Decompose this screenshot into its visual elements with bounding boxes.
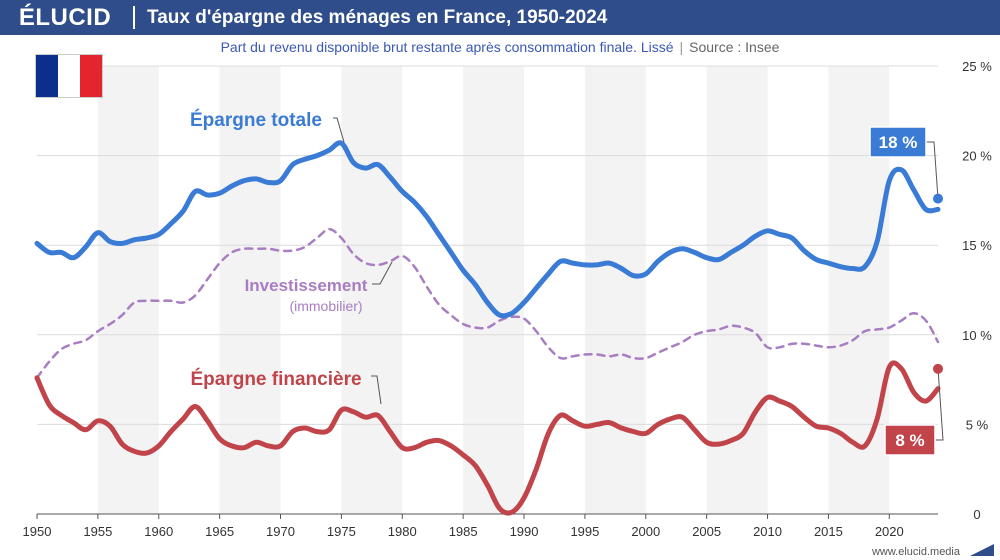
- flag-white-band: [58, 55, 80, 97]
- x-tick-label: 1970: [266, 524, 295, 539]
- series-end-point-totale: [933, 193, 943, 204]
- header-bar: ÉLUCID Taux d'épargne des ménages en Fra…: [0, 0, 1000, 35]
- x-tick-label: 2010: [753, 524, 782, 539]
- y-tick-label: 10 %: [962, 328, 992, 343]
- series-label-invest: Investissement: [245, 276, 368, 295]
- subtitle-separator: |: [679, 39, 684, 55]
- end-label-leader: [926, 141, 939, 199]
- subtitle-text: Part du revenu disponible brut restante …: [220, 39, 674, 55]
- background-band: [97, 66, 159, 514]
- x-tick-label: 1995: [570, 524, 599, 539]
- x-tick-label: 1965: [205, 524, 234, 539]
- x-tick-label: 1955: [83, 524, 112, 539]
- x-tick-label: 2020: [875, 524, 904, 539]
- x-tick-label: 1960: [144, 524, 173, 539]
- flag-blue-band: [36, 55, 58, 97]
- x-tick-label: 1985: [449, 524, 478, 539]
- x-tick-label: 1980: [388, 524, 417, 539]
- background-band: [341, 66, 403, 514]
- end-value-label-totale: 18 %: [879, 133, 918, 152]
- source-text: Source : Insee: [689, 39, 780, 55]
- footer-logo-icon: [970, 544, 994, 556]
- background-band: [706, 66, 768, 514]
- end-label-leader: [935, 368, 944, 441]
- series-end-point-fin: [933, 363, 943, 374]
- series-line-totale: [34, 140, 941, 319]
- chart-subtitle: Part du revenu disponible brut restante …: [0, 39, 1000, 55]
- france-flag-icon: [36, 55, 102, 97]
- series-label-leader: [372, 261, 393, 285]
- y-tick-label: 0: [973, 507, 980, 522]
- background-band: [219, 66, 281, 514]
- end-label-box-totale: [869, 126, 927, 158]
- x-tick-label: 1950: [23, 524, 52, 539]
- background-band: [584, 66, 646, 514]
- x-tick-label: 2005: [692, 524, 721, 539]
- y-tick-label: 5 %: [966, 417, 989, 432]
- background-band: [463, 66, 525, 514]
- x-tick-label: 1975: [327, 524, 356, 539]
- footer-url[interactable]: www.elucid.media: [871, 546, 960, 558]
- x-tick-label: 2000: [631, 524, 660, 539]
- chart-title: Taux d'épargne des ménages en France, 19…: [147, 7, 608, 28]
- header-divider: [133, 6, 135, 29]
- end-label-box-fin: [884, 424, 936, 456]
- series-label-leader: [371, 375, 382, 405]
- series-label-leader: [333, 117, 345, 143]
- x-tick-label: 1990: [510, 524, 539, 539]
- series-line-fin: [34, 360, 941, 516]
- series-label-totale: Épargne totale: [190, 109, 322, 131]
- y-tick-label: 20 %: [962, 149, 992, 164]
- x-tick-label: 2015: [814, 524, 843, 539]
- end-value-label-fin: 8 %: [895, 431, 924, 450]
- y-tick-label: 25 %: [962, 59, 992, 74]
- y-tick-label: 15 %: [962, 238, 992, 253]
- series-line-invest: [35, 227, 940, 380]
- series-sublabel-invest: (immobilier): [289, 298, 362, 314]
- series-label-fin: Épargne financière: [190, 368, 361, 390]
- brand-logo: ÉLUCID: [18, 4, 112, 31]
- flag-red-band: [80, 55, 102, 97]
